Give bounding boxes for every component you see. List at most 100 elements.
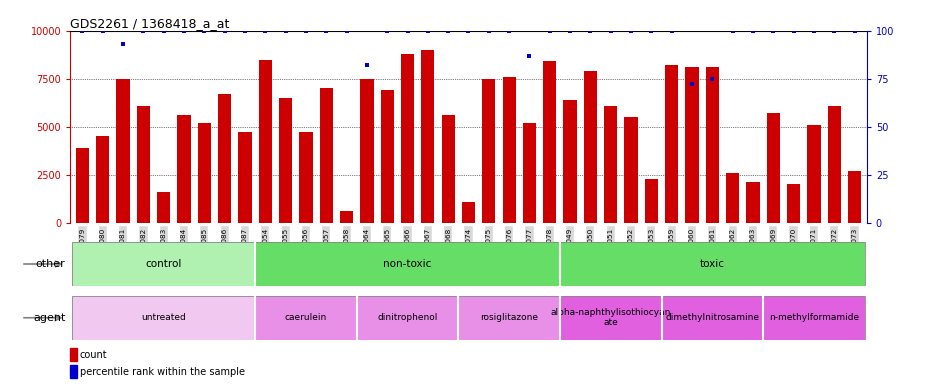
Bar — [665, 65, 678, 223]
Bar — [279, 98, 292, 223]
Bar — [766, 113, 779, 223]
Bar — [623, 117, 637, 223]
Bar — [177, 115, 190, 223]
Point — [481, 28, 496, 34]
Point — [603, 28, 618, 34]
Text: count: count — [80, 349, 107, 359]
Bar — [137, 106, 150, 223]
Point — [95, 28, 110, 34]
Bar — [238, 132, 252, 223]
Point — [826, 28, 841, 34]
Text: untreated: untreated — [141, 313, 186, 322]
Point — [217, 28, 232, 34]
Point — [75, 28, 90, 34]
Point — [197, 28, 212, 34]
Point — [501, 28, 516, 34]
Point — [704, 76, 719, 82]
Bar — [563, 100, 576, 223]
Bar — [72, 296, 255, 340]
Text: non-toxic: non-toxic — [383, 259, 431, 269]
Bar — [684, 67, 698, 223]
Point — [521, 53, 536, 59]
Bar — [72, 242, 255, 286]
Bar — [826, 106, 840, 223]
Bar — [441, 115, 454, 223]
Point — [318, 28, 333, 34]
Bar — [70, 365, 77, 379]
Bar — [116, 79, 129, 223]
Text: rosiglitazone: rosiglitazone — [479, 313, 537, 322]
Point — [643, 28, 658, 34]
Bar — [482, 79, 495, 223]
Point — [582, 28, 597, 34]
Text: GDS2261 / 1368418_a_at: GDS2261 / 1368418_a_at — [70, 17, 229, 30]
Point — [359, 62, 374, 68]
Bar — [583, 71, 596, 223]
Point — [176, 28, 191, 34]
Bar — [661, 296, 762, 340]
Point — [400, 28, 415, 34]
Bar — [299, 132, 313, 223]
Bar — [543, 61, 556, 223]
Point — [806, 28, 821, 34]
Point — [765, 28, 780, 34]
Bar — [70, 348, 77, 361]
Bar — [560, 296, 661, 340]
Bar — [725, 173, 739, 223]
Point — [136, 28, 151, 34]
Point — [257, 28, 272, 34]
Text: caerulein: caerulein — [285, 313, 327, 322]
Bar — [380, 90, 393, 223]
Point — [156, 28, 171, 34]
Bar — [319, 88, 332, 223]
Bar — [157, 192, 170, 223]
Bar — [421, 50, 434, 223]
Bar — [502, 77, 515, 223]
Text: toxic: toxic — [699, 259, 724, 269]
Text: dimethylnitrosamine: dimethylnitrosamine — [665, 313, 758, 322]
Bar — [76, 148, 89, 223]
Bar — [560, 242, 864, 286]
Point — [237, 28, 252, 34]
Bar — [807, 125, 820, 223]
Bar — [255, 242, 560, 286]
Bar — [847, 171, 860, 223]
Point — [461, 28, 475, 34]
Bar — [96, 136, 110, 223]
Text: control: control — [145, 259, 182, 269]
Point — [785, 28, 800, 34]
Point — [440, 28, 455, 34]
Point — [278, 28, 293, 34]
Bar — [197, 123, 211, 223]
Point — [420, 28, 435, 34]
Point — [562, 28, 577, 34]
Bar — [705, 67, 718, 223]
Bar — [746, 182, 759, 223]
Point — [115, 41, 130, 47]
Text: alpha-naphthylisothiocyan
ate: alpha-naphthylisothiocyan ate — [550, 308, 670, 328]
Bar — [762, 296, 864, 340]
Bar — [604, 106, 617, 223]
Point — [664, 28, 679, 34]
Point — [745, 28, 760, 34]
Bar — [461, 202, 475, 223]
Point — [299, 28, 314, 34]
Bar — [786, 184, 799, 223]
Text: other: other — [36, 259, 66, 269]
Point — [622, 28, 637, 34]
Bar — [218, 94, 231, 223]
Bar — [340, 211, 353, 223]
Point — [684, 81, 699, 88]
Text: dinitrophenol: dinitrophenol — [377, 313, 437, 322]
Point — [724, 28, 739, 34]
Bar — [458, 296, 560, 340]
Bar — [360, 79, 373, 223]
Bar — [401, 54, 414, 223]
Bar — [357, 296, 458, 340]
Text: percentile rank within the sample: percentile rank within the sample — [80, 367, 244, 377]
Bar — [258, 60, 271, 223]
Point — [339, 28, 354, 34]
Text: agent: agent — [33, 313, 66, 323]
Bar — [644, 179, 657, 223]
Bar — [522, 123, 535, 223]
